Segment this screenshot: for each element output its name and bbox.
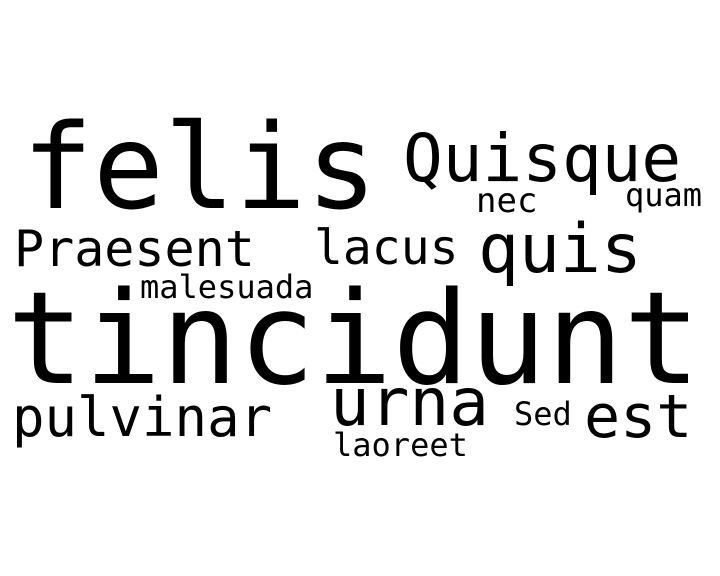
- word-tincidunt: tincidunt: [7, 265, 701, 414]
- word-urna: urna: [330, 364, 489, 441]
- word-malesuada: malesuada: [140, 268, 314, 306]
- word-quis: quis: [478, 210, 642, 289]
- word-sed: Sed: [514, 395, 572, 433]
- word-quisque: Quisque: [403, 120, 682, 197]
- word-laoreet: laoreet: [333, 426, 468, 464]
- word-nec: nec: [476, 181, 538, 221]
- word-lacus: lacus: [314, 220, 459, 276]
- word-est: est: [584, 382, 693, 452]
- word-pulvinar: pulvinar: [12, 386, 273, 449]
- word-praesent: Praesent: [14, 220, 255, 278]
- word-felis: felis: [22, 98, 378, 236]
- word-quam: quam: [625, 176, 703, 214]
